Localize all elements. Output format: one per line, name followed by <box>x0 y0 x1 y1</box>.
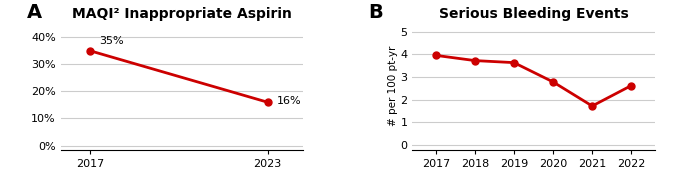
Text: 16%: 16% <box>277 96 301 106</box>
Title: MAQI² Inappropriate Aspirin: MAQI² Inappropriate Aspirin <box>72 7 292 21</box>
Text: 35%: 35% <box>99 36 124 46</box>
Y-axis label: # per 100 pt-yr: # per 100 pt-yr <box>387 46 398 126</box>
Text: B: B <box>369 3 383 22</box>
Text: A: A <box>27 3 42 22</box>
Title: Serious Bleeding Events: Serious Bleeding Events <box>439 7 628 21</box>
